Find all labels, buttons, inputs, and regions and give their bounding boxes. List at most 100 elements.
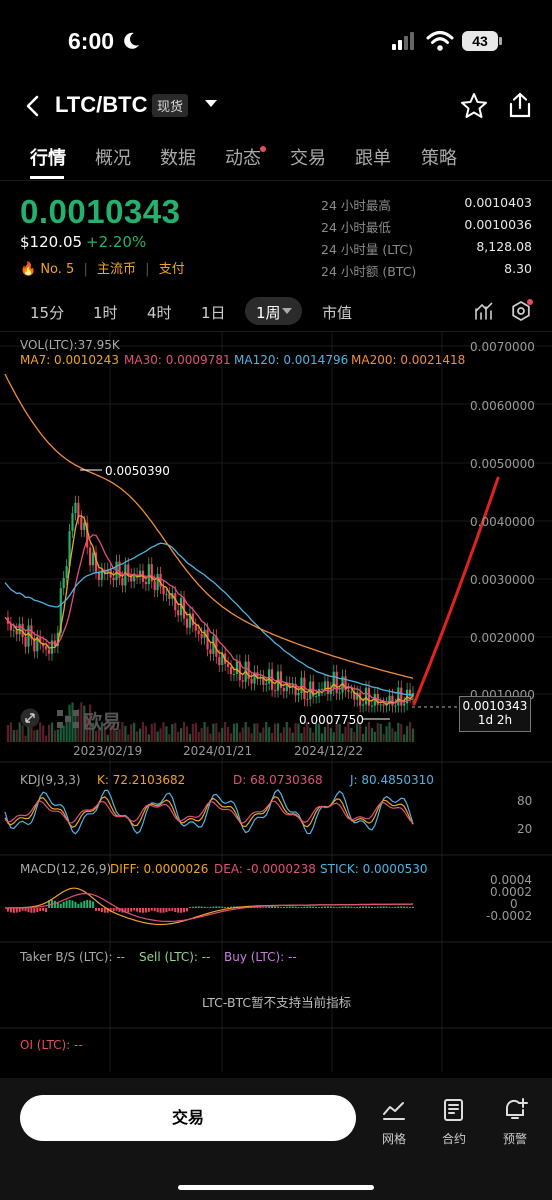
macd-histogram-bar (323, 906, 326, 908)
macd-histogram-bar (65, 900, 68, 908)
share-icon[interactable] (506, 91, 534, 119)
current-price-box[interactable]: 0.0010343 1d 2h (459, 696, 531, 732)
volume-bar (338, 723, 341, 742)
macd-histogram-bar (259, 906, 262, 908)
macd-histogram-bar (147, 908, 150, 912)
macd-histogram-bar (185, 908, 188, 912)
candle-body (323, 681, 327, 689)
active-tab-indicator (30, 176, 64, 179)
trade-button[interactable]: 交易 (20, 1095, 356, 1141)
candle-body (297, 692, 300, 696)
volume-bar (373, 731, 376, 742)
x-tick: 2024/12/22 (294, 744, 364, 758)
volume-bar (168, 734, 171, 742)
volume-bar (177, 731, 180, 742)
grid-bot-icon[interactable] (381, 1098, 407, 1124)
macd-histogram-bar (100, 908, 103, 913)
tab-news[interactable]: 动态 (225, 148, 261, 169)
back-icon[interactable] (24, 94, 42, 118)
macd-histogram-bar (45, 908, 48, 912)
indicator-icon[interactable] (474, 301, 494, 321)
macd-histogram-bar (80, 902, 83, 908)
candle-body (71, 513, 74, 532)
candle-body (253, 672, 256, 684)
alert-label[interactable]: 预警 (502, 1132, 527, 1146)
candle-body (121, 577, 124, 586)
volume-bar (130, 724, 133, 742)
tab-overview[interactable]: 概况 (95, 148, 131, 169)
interval-1w[interactable]: 1周 (256, 304, 281, 322)
alert-bell-icon[interactable] (502, 1096, 528, 1122)
caret-down-icon[interactable] (204, 99, 218, 109)
settings-icon[interactable] (510, 300, 532, 322)
volume-bar (297, 723, 300, 742)
stat-label: 24 小时量 (LTC) (321, 242, 413, 257)
volume-bar (353, 732, 356, 742)
interval-marketcap[interactable]: 市值 (322, 304, 353, 322)
volume-bar (288, 727, 291, 742)
tab-strategy[interactable]: 策略 (421, 148, 457, 169)
volume-bar (232, 723, 236, 742)
tab-data[interactable]: 数据 (160, 148, 196, 169)
volume-bar (53, 730, 56, 742)
volume-bar (276, 723, 280, 742)
candle-body (159, 573, 162, 587)
interval-4h[interactable]: 4时 (147, 304, 172, 322)
macd-histogram-bar (6, 908, 9, 912)
macd-histogram-bar (326, 906, 329, 908)
candle-body (194, 625, 197, 631)
volume-bar (376, 722, 379, 742)
candle-body (68, 531, 71, 567)
volume-bar (197, 731, 200, 742)
macd-histogram-bar (153, 908, 156, 912)
interval-1d[interactable]: 1日 (201, 304, 226, 322)
macd-histogram-bar (332, 906, 335, 908)
usd-price: $120.05 (20, 233, 83, 251)
candle-body (285, 683, 288, 692)
contract-label[interactable]: 合约 (441, 1132, 466, 1146)
candle-body (21, 623, 24, 637)
volume-bar (188, 733, 192, 742)
interval-15m[interactable]: 15分 (30, 304, 65, 322)
macd-histogram-bar (403, 906, 406, 908)
fullscreen-icon[interactable] (20, 708, 40, 728)
volume-bar (291, 732, 294, 742)
volume-bar (91, 722, 95, 742)
candle-body (180, 597, 183, 616)
volume-bar (344, 726, 347, 742)
ma7-label: MA7: 0.0010243 (20, 353, 119, 367)
tab-trade[interactable]: 交易 (290, 148, 326, 169)
tag-mainstream[interactable]: 主流币 (97, 262, 137, 277)
interval-1h[interactable]: 1时 (93, 304, 118, 322)
volume-bar (238, 732, 241, 742)
volume-bar (262, 727, 265, 742)
candle-body (112, 577, 115, 581)
pair-title[interactable]: LTC/BTC (55, 92, 148, 117)
tab-market[interactable]: 行情 (30, 148, 66, 169)
volume-bar (359, 723, 362, 742)
stat-value: 0.0010036 (464, 217, 532, 232)
volume-bar (174, 722, 177, 742)
star-icon[interactable] (460, 92, 488, 120)
candle-body (364, 687, 368, 705)
macd-histogram-bar (297, 906, 300, 908)
macd-histogram-bar (353, 907, 356, 908)
macd-histogram-bar (359, 906, 362, 908)
candle-body (144, 581, 147, 585)
contract-icon[interactable] (441, 1097, 467, 1123)
tag-payment[interactable]: 支付 (158, 262, 185, 277)
volume-bar (47, 724, 51, 742)
macd-histogram-bar (48, 900, 51, 908)
tab-copytrade[interactable]: 跟单 (355, 148, 391, 169)
volume-bar (103, 725, 106, 742)
macd-tick: 0.0002 (490, 885, 532, 899)
candle-body (130, 575, 133, 582)
candle-body (59, 588, 62, 633)
rank-label: No. 5 (40, 262, 75, 277)
grid-label[interactable]: 网格 (381, 1132, 406, 1146)
volume-bar (180, 728, 183, 742)
candlestick-chart[interactable] (0, 332, 552, 1072)
macd-histogram-bar (230, 906, 233, 908)
volume-bar (68, 704, 71, 742)
macd-histogram-bar (18, 908, 21, 912)
